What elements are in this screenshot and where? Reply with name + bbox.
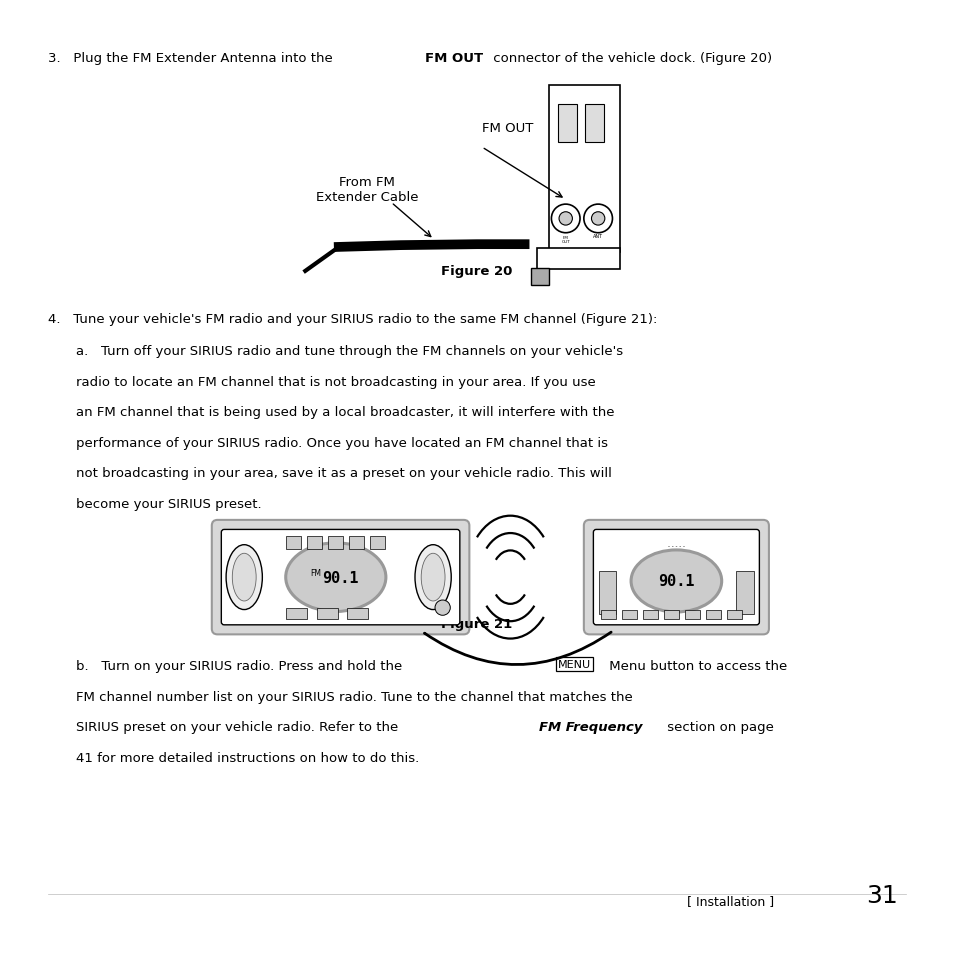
Circle shape <box>435 600 450 616</box>
Bar <box>584 105 603 143</box>
Text: 90.1: 90.1 <box>322 570 358 585</box>
Bar <box>531 269 548 286</box>
Bar <box>286 608 307 619</box>
Bar <box>370 537 385 549</box>
FancyBboxPatch shape <box>583 520 768 635</box>
Text: Figure 21: Figure 21 <box>441 618 512 631</box>
Text: FM
OUT: FM OUT <box>560 235 570 244</box>
Text: performance of your SIRIUS radio. Once you have located an FM channel that is: performance of your SIRIUS radio. Once y… <box>76 436 608 450</box>
Text: become your SIRIUS preset.: become your SIRIUS preset. <box>76 497 262 511</box>
Circle shape <box>551 205 579 233</box>
FancyArrowPatch shape <box>424 633 611 665</box>
Bar <box>558 105 577 143</box>
Text: From FM
Extender Cable: From FM Extender Cable <box>315 176 418 204</box>
Text: 4.   Tune your vehicle's FM radio and your SIRIUS radio to the same FM channel (: 4. Tune your vehicle's FM radio and your… <box>48 313 657 326</box>
Text: FM: FM <box>310 568 321 578</box>
Text: SIRIUS preset on your vehicle radio. Refer to the: SIRIUS preset on your vehicle radio. Ref… <box>76 720 402 734</box>
Bar <box>328 537 343 549</box>
Text: a.   Turn off your SIRIUS radio and tune through the FM channels on your vehicle: a. Turn off your SIRIUS radio and tune t… <box>76 345 623 358</box>
Ellipse shape <box>631 551 720 613</box>
Bar <box>600 610 616 619</box>
Text: 3.   Plug the FM Extender Antenna into the: 3. Plug the FM Extender Antenna into the <box>48 52 336 66</box>
Text: radio to locate an FM channel that is not broadcasting in your area. If you use: radio to locate an FM channel that is no… <box>76 375 596 389</box>
Text: 41 for more detailed instructions on how to do this.: 41 for more detailed instructions on how… <box>76 751 419 764</box>
Text: FM Frequency: FM Frequency <box>538 720 641 734</box>
Ellipse shape <box>226 545 262 610</box>
Text: Figure 20: Figure 20 <box>441 265 512 278</box>
Text: ANT: ANT <box>593 233 602 238</box>
Text: an FM channel that is being used by a local broadcaster, it will interfere with : an FM channel that is being used by a lo… <box>76 406 614 419</box>
Bar <box>347 608 368 619</box>
Bar <box>621 610 637 619</box>
Bar <box>537 249 619 270</box>
Bar <box>663 610 679 619</box>
Text: b.   Turn on your SIRIUS radio. Press and hold the: b. Turn on your SIRIUS radio. Press and … <box>76 659 406 673</box>
Text: MENU: MENU <box>558 659 590 669</box>
Bar <box>286 537 301 549</box>
Bar <box>548 86 619 253</box>
FancyBboxPatch shape <box>212 520 469 635</box>
Circle shape <box>558 213 572 226</box>
Ellipse shape <box>286 543 385 612</box>
Bar <box>349 537 364 549</box>
Circle shape <box>583 205 612 233</box>
Bar <box>598 572 616 615</box>
Text: connector of the vehicle dock. (Figure 20): connector of the vehicle dock. (Figure 2… <box>489 52 772 66</box>
Text: 90.1: 90.1 <box>658 574 694 589</box>
Bar <box>726 610 741 619</box>
Bar <box>684 610 700 619</box>
Circle shape <box>591 213 604 226</box>
Bar <box>705 610 720 619</box>
FancyBboxPatch shape <box>593 530 759 625</box>
Text: not broadcasting in your area, save it as a preset on your vehicle radio. This w: not broadcasting in your area, save it a… <box>76 467 612 480</box>
Text: FM channel number list on your SIRIUS radio. Tune to the channel that matches th: FM channel number list on your SIRIUS ra… <box>76 690 633 703</box>
Text: FM OUT: FM OUT <box>424 52 482 66</box>
Text: FM OUT: FM OUT <box>481 122 533 135</box>
FancyBboxPatch shape <box>221 530 459 625</box>
Ellipse shape <box>420 554 444 601</box>
Bar <box>307 537 322 549</box>
Text: section on page: section on page <box>662 720 773 734</box>
Text: 31: 31 <box>865 883 897 907</box>
Bar <box>642 610 658 619</box>
Text: [ Installation ]: [ Installation ] <box>686 894 773 907</box>
Ellipse shape <box>415 545 451 610</box>
Bar <box>736 572 753 615</box>
Text: - - - - -: - - - - - <box>667 543 684 548</box>
Bar <box>316 608 337 619</box>
Text: Menu button to access the: Menu button to access the <box>604 659 786 673</box>
Ellipse shape <box>233 554 255 601</box>
